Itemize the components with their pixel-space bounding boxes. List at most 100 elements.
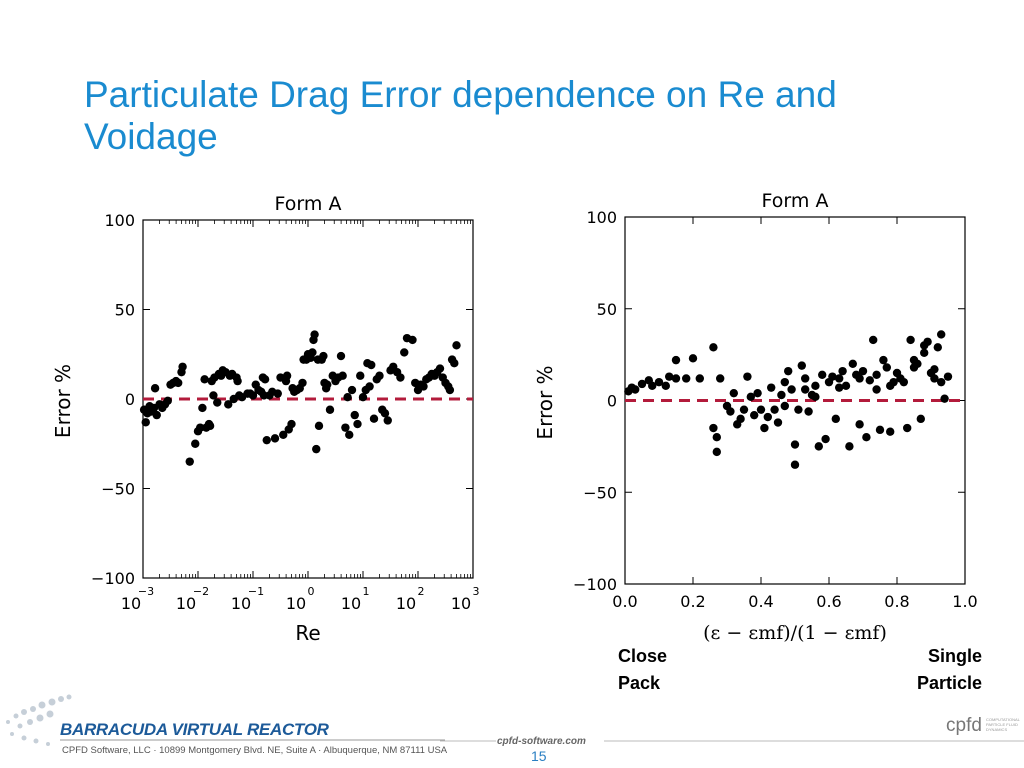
page-number: 15 bbox=[531, 748, 547, 764]
chart-2-point bbox=[872, 370, 881, 380]
chart-2-xtick-label: 0.8 bbox=[884, 592, 909, 611]
chart-2-point bbox=[916, 414, 925, 424]
chart-2-xtick-label: 0.0 bbox=[612, 592, 637, 611]
chart-1-xtick-exponent: 0 bbox=[308, 585, 315, 598]
chart-2-point bbox=[920, 348, 929, 357]
chart-2-point bbox=[739, 405, 749, 414]
chart-2-point bbox=[906, 335, 915, 345]
chart-2-point bbox=[753, 388, 762, 398]
chart-1-xlabel: Re bbox=[295, 621, 320, 645]
chart-2-point bbox=[923, 337, 932, 346]
annotation-single-particle: Single Particle bbox=[917, 646, 983, 693]
chart-2-point bbox=[838, 366, 847, 376]
chart-2-ytick-label: −50 bbox=[583, 483, 617, 502]
chart-1-point bbox=[400, 348, 409, 357]
chart-1-xtick-exponent: 3 bbox=[473, 585, 480, 598]
chart-2-point bbox=[767, 383, 776, 392]
chart-1-point bbox=[141, 418, 150, 427]
chart-2-point bbox=[848, 359, 857, 368]
chart-1-point bbox=[419, 382, 428, 391]
chart-1-point bbox=[380, 409, 390, 418]
chart-2-point bbox=[780, 401, 789, 411]
chart-1-point bbox=[325, 405, 335, 414]
chart-1-ylabel: Error % bbox=[51, 364, 75, 438]
slide-title: Particulate Drag Error dependence on Re … bbox=[84, 74, 837, 157]
chart-2-point bbox=[835, 383, 844, 392]
chart-2-point bbox=[811, 381, 820, 391]
chart-1-xtick-label: 10 bbox=[341, 594, 361, 613]
chart-1-point bbox=[452, 341, 461, 350]
chart-2-point bbox=[872, 385, 881, 394]
chart-2-point bbox=[709, 423, 718, 433]
chart-2-point bbox=[648, 381, 657, 391]
chart-1-point bbox=[287, 419, 296, 429]
chart-1-point bbox=[445, 385, 455, 395]
chart-1-ytick-label: −100 bbox=[91, 569, 135, 588]
chart-2-point bbox=[937, 330, 946, 339]
chart-1-point bbox=[260, 375, 270, 384]
chart-2-point bbox=[787, 385, 796, 394]
chart-2-point bbox=[940, 394, 949, 403]
chart-1-point bbox=[375, 371, 384, 380]
chart-2-point bbox=[814, 442, 823, 451]
chart-1-point bbox=[152, 410, 161, 420]
chart-2-point bbox=[879, 355, 888, 365]
chart-2-xtick-label: 0.2 bbox=[680, 592, 705, 611]
chart-2-point bbox=[855, 420, 864, 429]
chart-1-point bbox=[319, 351, 328, 361]
chart-2-xtick-label: 0.6 bbox=[816, 592, 841, 611]
chart-2-point bbox=[688, 354, 698, 363]
chart-2-point bbox=[862, 433, 871, 442]
chart-1-point bbox=[312, 444, 321, 454]
cpfd-tagline: COMPUTATIONAL PARTICLE FLUID DYNAMICS bbox=[986, 717, 1020, 732]
chart-1-ytick-label: 100 bbox=[104, 211, 135, 230]
chart-2-point bbox=[937, 377, 946, 387]
chart-1-point bbox=[209, 391, 218, 400]
chart-1-point bbox=[308, 348, 317, 357]
chart-2-point bbox=[756, 405, 766, 414]
chart-1-point bbox=[345, 430, 354, 439]
chart-2-point bbox=[794, 405, 803, 414]
chart-1-xtick-exponent: −3 bbox=[138, 585, 154, 598]
chart-1-point bbox=[338, 371, 347, 380]
chart-1-point bbox=[347, 385, 357, 395]
chart-1-point bbox=[336, 351, 346, 361]
barracuda-logo: BARRACUDA VIRTUAL REACTOR bbox=[60, 720, 329, 739]
chart-2-point bbox=[770, 405, 779, 414]
chart-2-point bbox=[665, 372, 674, 381]
chart-2-point bbox=[760, 423, 769, 433]
chart-1-point bbox=[248, 391, 258, 400]
chart-2-point bbox=[804, 407, 813, 416]
chart-2-point bbox=[784, 366, 793, 376]
chart-2-xlabel: (ε − εmf)/(1 − εmf) bbox=[703, 622, 887, 644]
chart-2-point bbox=[773, 418, 783, 427]
chart-2-point bbox=[790, 440, 800, 449]
chart-2-point bbox=[882, 363, 891, 372]
chart-2-point bbox=[869, 335, 878, 345]
chart-1-xtick-label: 10 bbox=[176, 594, 196, 613]
chart-1-title: Form A bbox=[275, 193, 342, 215]
chart-1-ytick-label: 0 bbox=[125, 390, 135, 409]
chart-2-point bbox=[875, 425, 885, 435]
chart-1-xtick-label: 10 bbox=[396, 594, 416, 613]
chart-1-point bbox=[233, 376, 242, 386]
chart-2-point bbox=[858, 366, 868, 376]
chart-1-point bbox=[408, 335, 417, 345]
chart-1-ytick-label: 50 bbox=[115, 301, 135, 320]
chart-1-point bbox=[358, 393, 368, 402]
chart-2-title: Form A bbox=[762, 190, 829, 212]
chart-2-point bbox=[750, 410, 759, 420]
chart-2-point bbox=[763, 412, 772, 422]
chart-1-xtick-label: 10 bbox=[451, 594, 471, 613]
chart-1-point bbox=[353, 419, 362, 429]
chart-1-xtick-label: 10 bbox=[231, 594, 251, 613]
chart-2-ytick-label: −100 bbox=[573, 575, 617, 594]
chart-1-point bbox=[213, 398, 222, 407]
chart-2-point bbox=[671, 374, 681, 383]
chart-1-xtick-exponent: −1 bbox=[248, 585, 264, 598]
chart-1-point bbox=[367, 360, 376, 370]
chart-2-xtick-label: 0.4 bbox=[748, 592, 773, 611]
chart-1-point bbox=[270, 434, 280, 443]
chart-2-point bbox=[797, 361, 806, 370]
chart-2-point bbox=[712, 433, 721, 442]
